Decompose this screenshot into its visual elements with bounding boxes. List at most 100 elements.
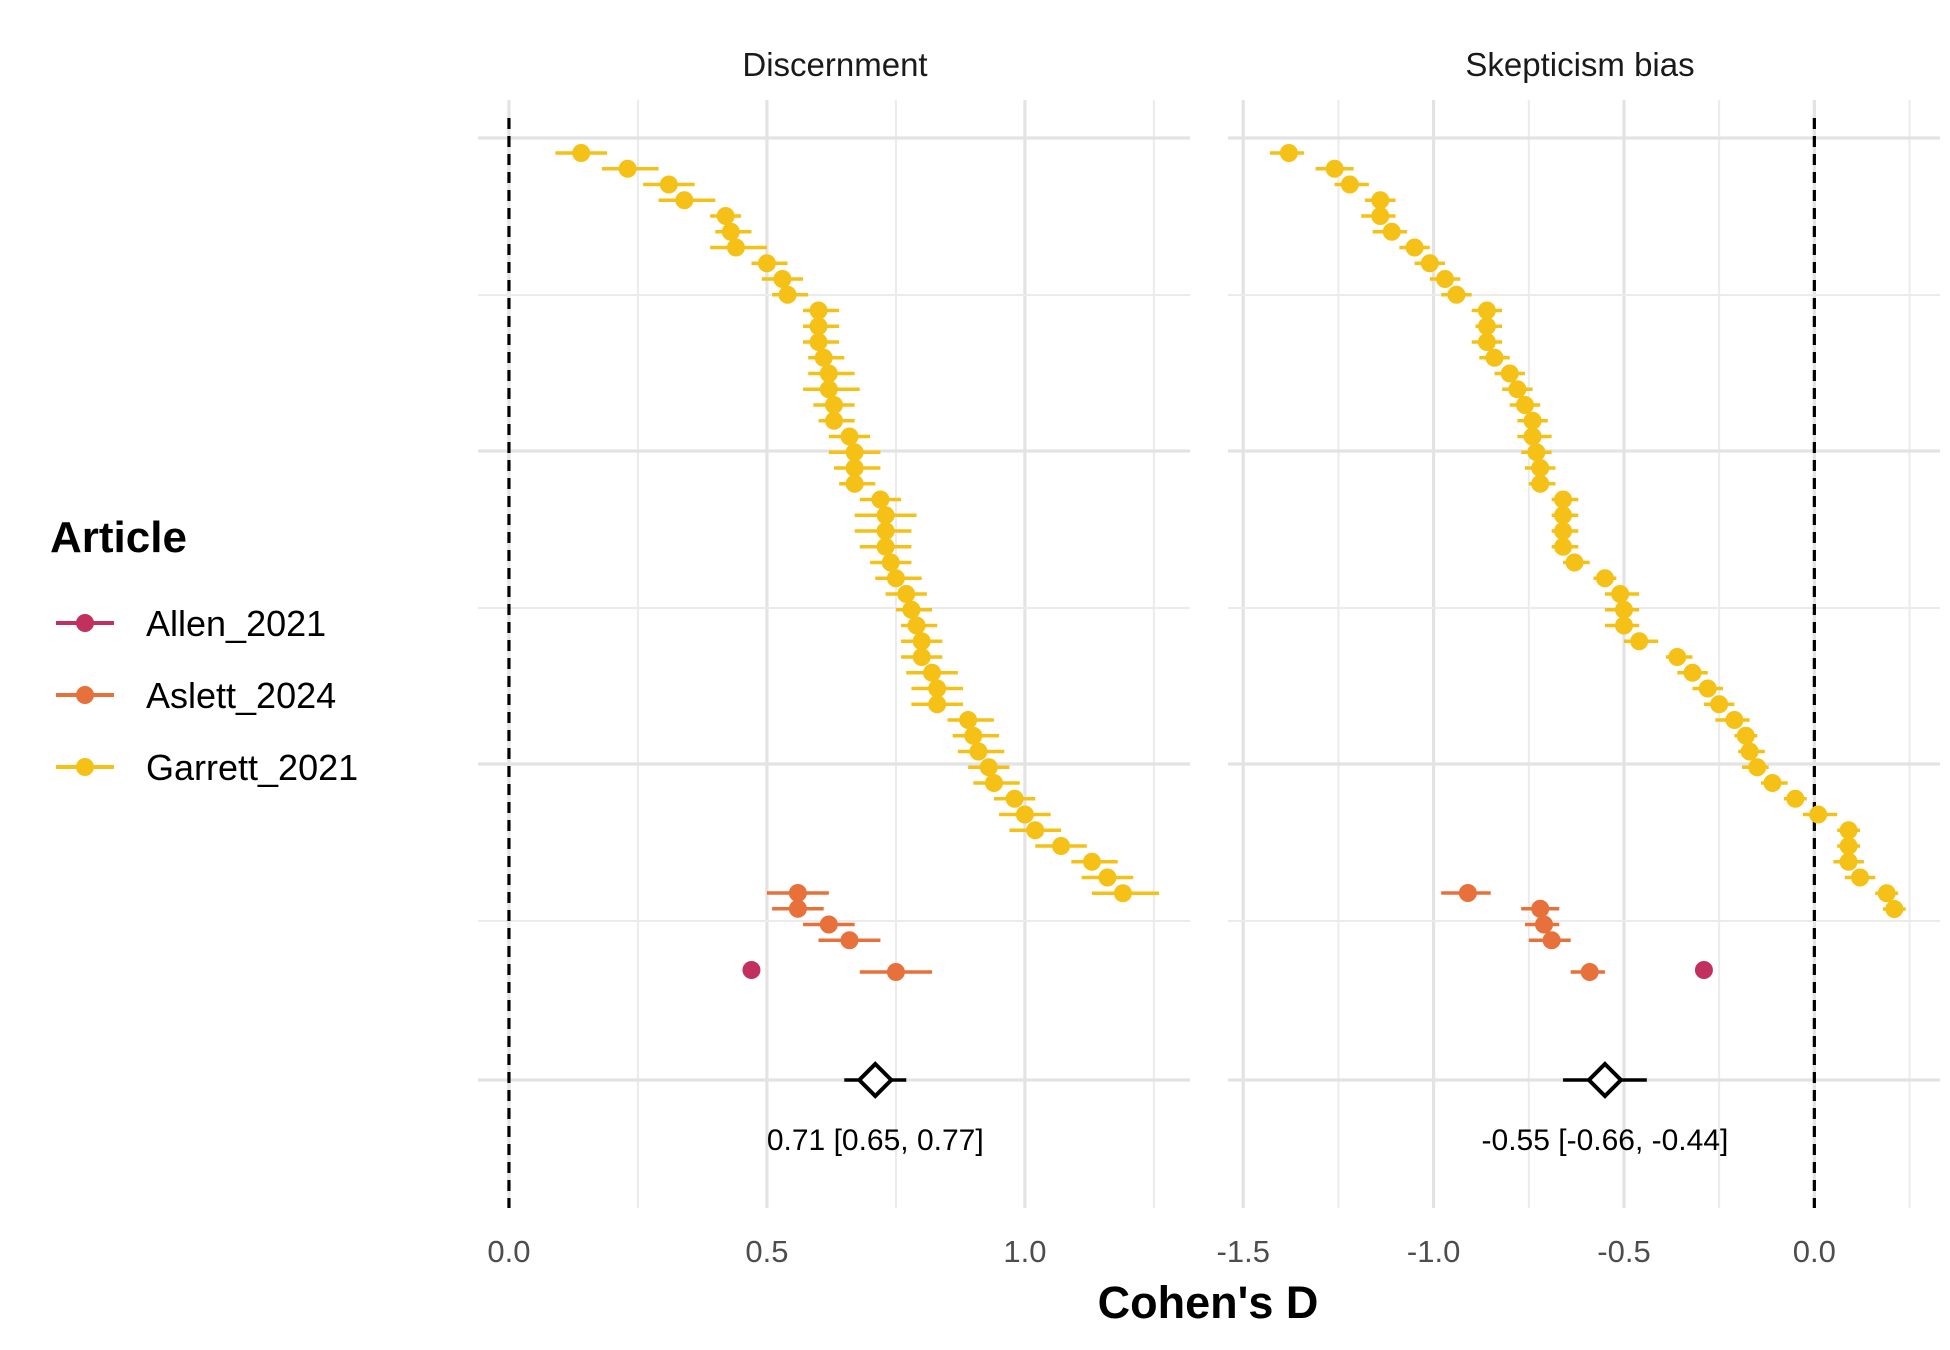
data-point	[840, 427, 859, 446]
data-point	[675, 191, 694, 210]
data-point	[1683, 663, 1702, 682]
data-point	[1839, 852, 1858, 871]
panel-title: Skepticism bias	[1465, 46, 1694, 83]
data-point	[1535, 915, 1554, 934]
data-point	[1371, 207, 1390, 225]
data-point	[1325, 159, 1344, 178]
data-point	[819, 364, 838, 383]
summary-label: 0.71 [0.65, 0.77]	[767, 1124, 984, 1157]
summary-estimate: 0.71 [0.65, 0.77]	[767, 1061, 984, 1157]
data-point	[928, 695, 947, 714]
data-point	[1554, 537, 1573, 556]
data-point	[1515, 396, 1534, 414]
legend-title: Article	[50, 513, 187, 562]
data-point	[928, 679, 947, 698]
data-point	[659, 175, 678, 194]
data-point	[1809, 805, 1828, 824]
data-point	[1026, 821, 1045, 840]
data-point	[1098, 868, 1117, 887]
data-point	[1786, 789, 1805, 808]
data-point	[809, 333, 828, 351]
data-point	[876, 537, 895, 556]
data-point	[1508, 380, 1527, 399]
data-point	[1420, 254, 1439, 273]
x-tick-label: -1.5	[1217, 1234, 1270, 1269]
data-point	[788, 899, 807, 918]
data-point	[1458, 884, 1477, 902]
data-point	[1447, 285, 1466, 304]
data-point	[1500, 364, 1519, 383]
data-point	[1052, 837, 1071, 855]
data-point	[1580, 963, 1599, 981]
x-tick-label: 0.5	[745, 1234, 788, 1269]
data-point	[902, 600, 921, 619]
data-point	[1477, 301, 1496, 320]
x-tick-label: 0.0	[1793, 1234, 1836, 1269]
data-point	[1839, 821, 1858, 840]
data-point	[825, 411, 843, 430]
data-point	[1877, 884, 1896, 903]
data-point	[1630, 632, 1649, 651]
data-point	[1485, 348, 1504, 367]
data-point	[742, 961, 761, 979]
x-axis-title: Cohen's D	[1098, 1277, 1319, 1328]
data-point	[845, 443, 864, 462]
panel-skepticism-bias: Skepticism bias -0.55 [-0.66, -0.44] -1.5…	[1217, 46, 1940, 1269]
legend-item-allen: Allen_2021	[56, 603, 326, 644]
data-point	[1405, 238, 1424, 257]
legend-swatch-point	[76, 686, 94, 704]
data-point	[886, 963, 905, 981]
series-aslett-2024	[1441, 884, 1605, 981]
data-point	[814, 348, 833, 367]
data-point	[572, 144, 591, 162]
summary-estimate: -0.55 [-0.66, -0.44]	[1482, 1061, 1729, 1157]
data-point	[1015, 805, 1034, 824]
data-point	[1531, 459, 1550, 477]
data-point	[1523, 427, 1542, 446]
data-point	[809, 301, 828, 320]
legend-item-aslett: Aslett_2024	[56, 675, 336, 716]
series-allen-2021	[1694, 961, 1713, 979]
data-point	[1710, 695, 1729, 714]
data-point	[1668, 648, 1687, 666]
series-allen-2021	[742, 961, 761, 979]
data-point	[721, 222, 740, 241]
data-point	[907, 616, 926, 635]
data-point	[876, 522, 895, 540]
data-point	[1477, 333, 1496, 351]
data-point	[964, 726, 983, 745]
legend-swatch-point	[76, 758, 94, 776]
data-point	[1554, 490, 1573, 509]
data-point	[809, 317, 828, 336]
data-point	[1740, 742, 1759, 761]
data-point	[1436, 270, 1455, 288]
data-point	[1542, 931, 1561, 950]
data-point	[845, 459, 864, 477]
data-point	[1523, 411, 1542, 430]
data-point	[897, 585, 916, 603]
data-point	[984, 774, 1003, 792]
data-point	[1736, 726, 1755, 745]
legend: Article Allen_2021 Aslett_2024 Garrett_2…	[50, 513, 358, 788]
data-point	[979, 758, 998, 777]
panel-discernment: Discernment 0.71 [0.65, 0.77] 0.0 0.5 1.0	[478, 46, 1190, 1269]
data-point	[819, 380, 838, 399]
data-point	[618, 159, 637, 178]
grid	[478, 100, 1190, 1208]
data-point	[845, 474, 864, 493]
data-point	[819, 915, 838, 934]
data-point	[923, 663, 942, 682]
data-point	[912, 632, 931, 651]
summary-diamond	[856, 1061, 895, 1099]
data-point	[1005, 789, 1024, 808]
summary-label: -0.55 [-0.66, -0.44]	[1482, 1124, 1729, 1157]
data-point	[1595, 569, 1614, 588]
legend-label: Aslett_2024	[146, 675, 336, 716]
series-aslett-2024	[766, 884, 933, 981]
data-point	[840, 931, 859, 950]
data-point	[825, 396, 843, 414]
summary-diamond	[1586, 1061, 1624, 1099]
data-point	[912, 648, 931, 666]
x-axis-ticks: -1.5 -1.0 -0.5 0.0	[1217, 1234, 1836, 1269]
